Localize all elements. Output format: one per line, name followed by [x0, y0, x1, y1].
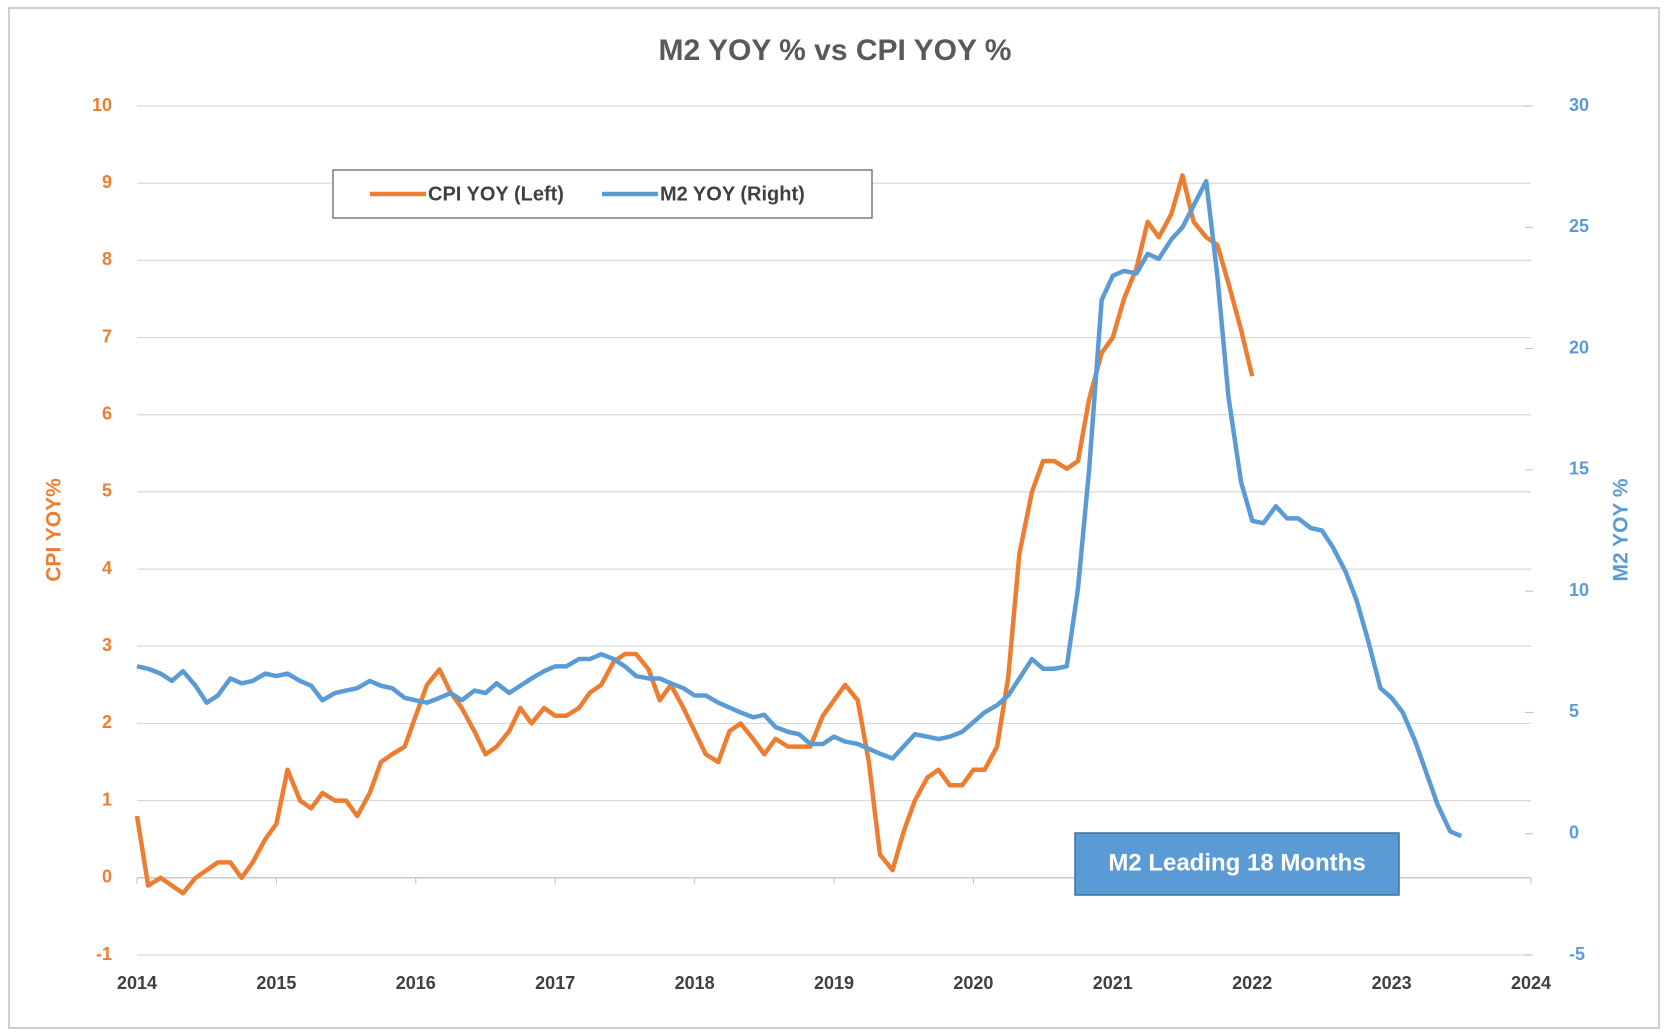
- y-tick-label: 6: [102, 403, 112, 423]
- x-tick-label: 2015: [256, 973, 296, 993]
- y2-axis-title: M2 YOY %: [1610, 478, 1633, 581]
- y-tick-label: 1: [102, 789, 112, 809]
- y2-tick-label: 20: [1569, 337, 1589, 357]
- x-tick-label: 2024: [1511, 973, 1551, 993]
- x-tick-label: 2020: [953, 973, 993, 993]
- annotation-box: [1074, 832, 1400, 896]
- legend-label: M2 YOY (Right): [660, 183, 805, 205]
- x-tick-label: 2021: [1093, 973, 1133, 993]
- series-line: [134, 173, 1255, 896]
- y-tick-label: 2: [102, 712, 112, 732]
- y-tick-label: 3: [102, 635, 112, 655]
- y-tick-label: 0: [102, 867, 112, 887]
- x-tick-label: 2023: [1372, 973, 1412, 993]
- y-tick-label: 8: [102, 249, 112, 269]
- y2-tick-label: 30: [1569, 95, 1589, 115]
- x-tick-label: 2017: [535, 973, 575, 993]
- y2-tick-label: 15: [1569, 459, 1589, 479]
- y-tick-label: 9: [102, 172, 112, 192]
- y2-tick-label: 25: [1569, 216, 1589, 236]
- y2-tick-label: 10: [1569, 580, 1589, 600]
- x-tick-label: 2018: [675, 973, 715, 993]
- y-tick-label: 7: [102, 326, 112, 346]
- y2-tick-label: 0: [1569, 822, 1579, 842]
- x-tick-label: 2014: [117, 973, 157, 993]
- y2-tick-label: -5: [1569, 944, 1585, 964]
- y-tick-label: 4: [102, 558, 112, 578]
- y-tick-label: -1: [96, 944, 112, 964]
- y-tick-label: 5: [102, 481, 112, 501]
- series-line: [136, 178, 1463, 839]
- y2-tick-label: 5: [1569, 701, 1579, 721]
- legend-label: CPI YOY (Left): [428, 183, 564, 205]
- y-axis-title: CPI YOY%: [43, 478, 66, 582]
- x-tick-label: 2022: [1232, 973, 1272, 993]
- x-tick-label: 2019: [814, 973, 854, 993]
- annotation-text: M2 Leading 18 Months: [1108, 849, 1365, 876]
- y-tick-label: 10: [92, 95, 112, 115]
- chart-border: [8, 7, 1660, 1029]
- chart-title: M2 YOY % vs CPI YOY %: [659, 34, 1012, 67]
- x-tick-label: 2016: [396, 973, 436, 993]
